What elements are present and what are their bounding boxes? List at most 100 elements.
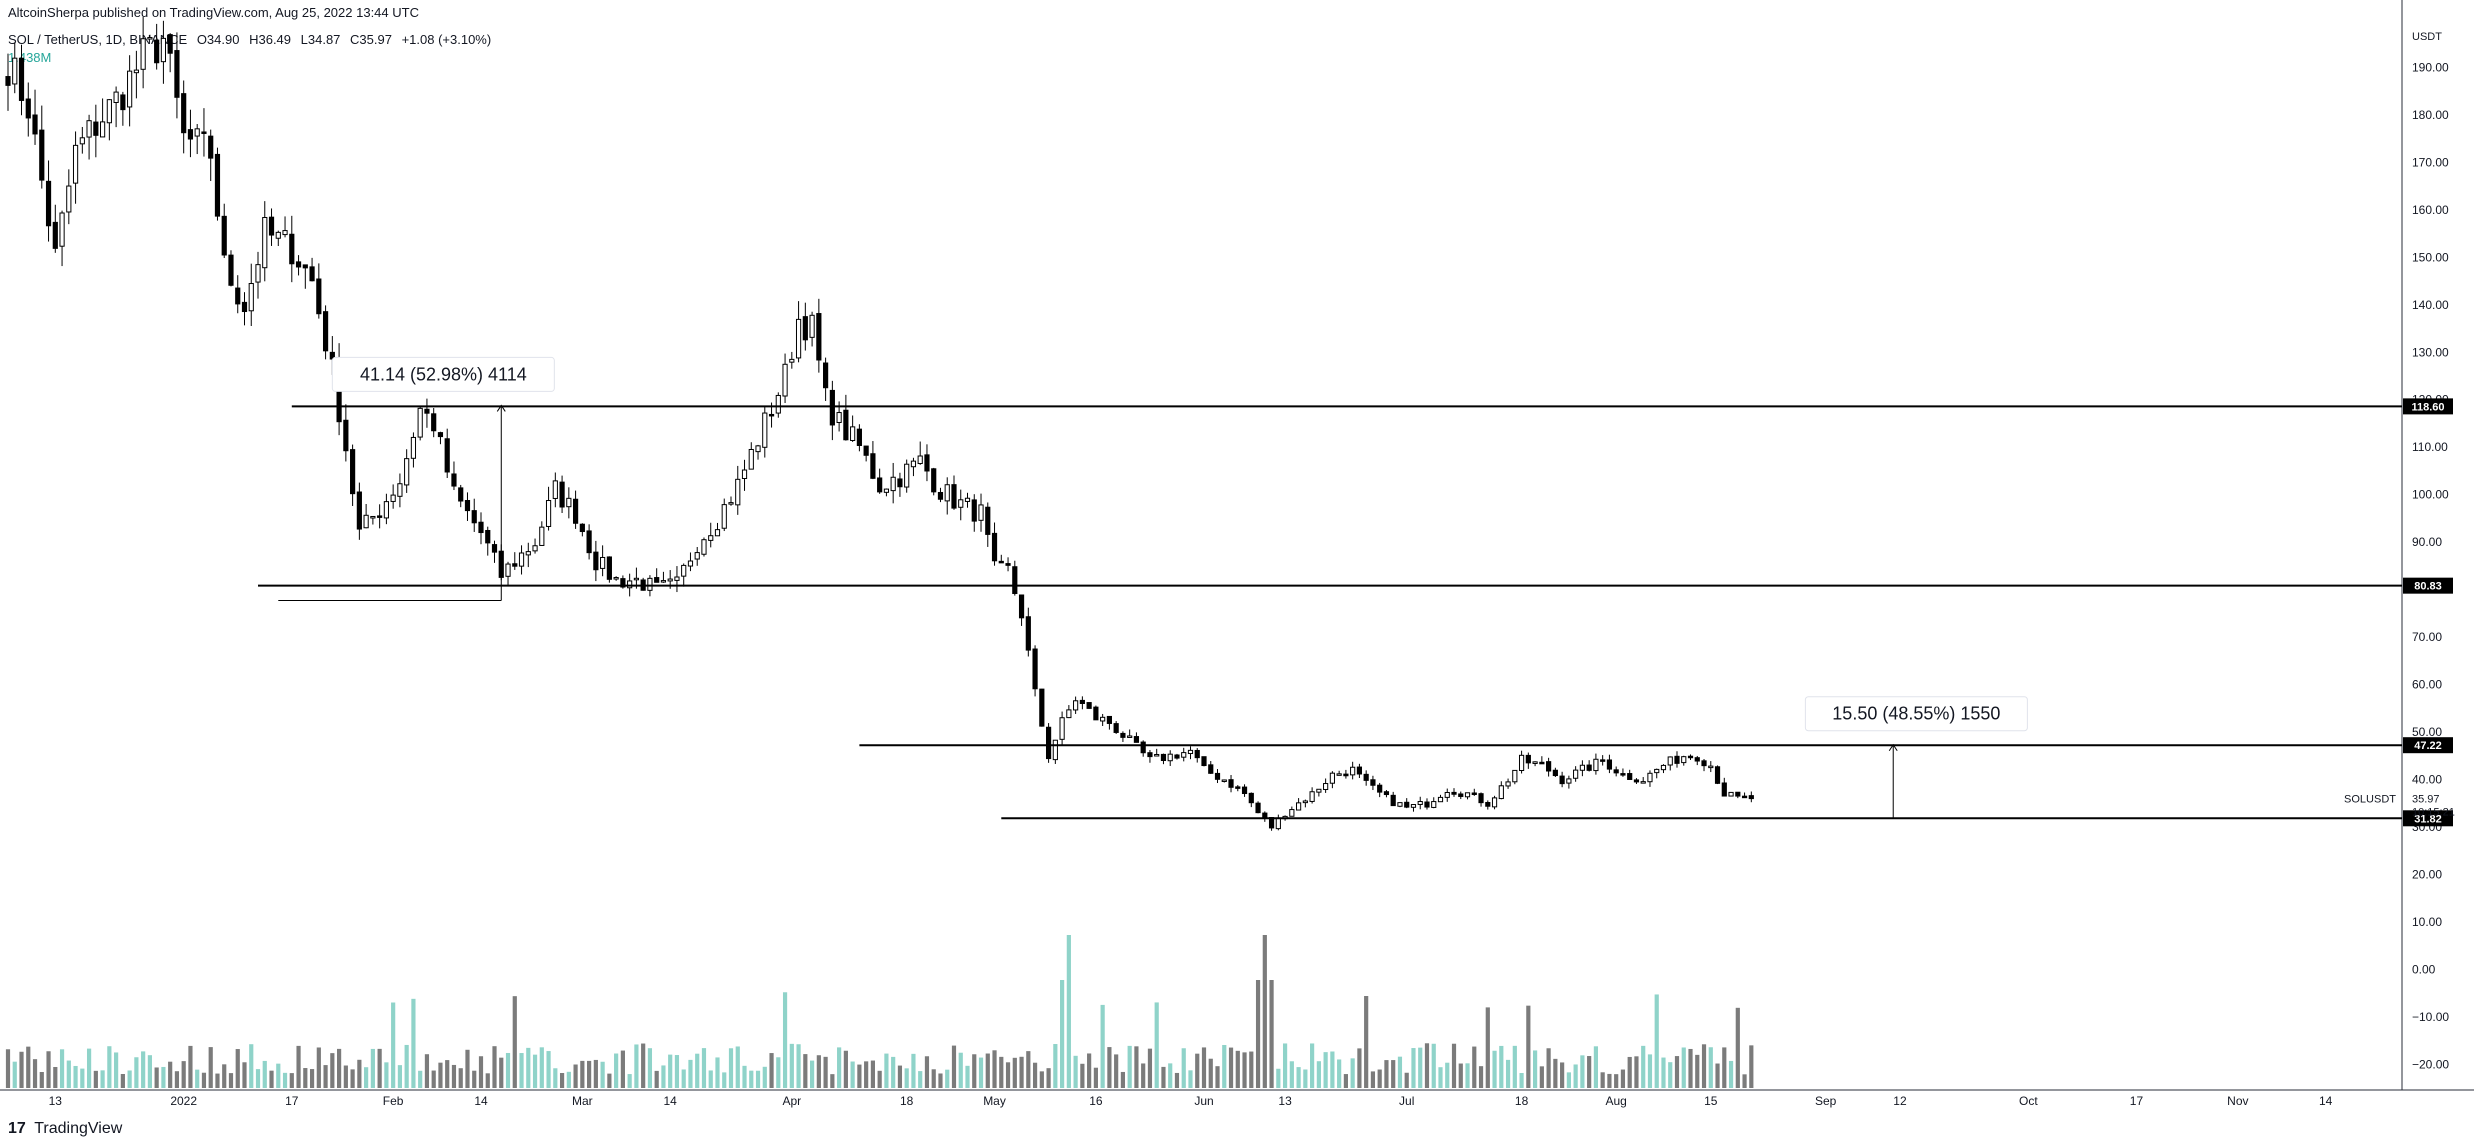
volume-bar [161,1066,166,1088]
volume-bar [201,1072,207,1088]
candle-body [1187,749,1194,755]
candle-body [512,563,518,567]
volume-bar [1465,1063,1470,1088]
volume-bar [289,1073,294,1088]
volume-bar [1620,1069,1626,1088]
volume-bar [215,1073,220,1088]
price-tick-label: 140.00 [2412,298,2449,312]
candle-body [1512,769,1518,783]
volume-bar [769,1053,774,1088]
price-tick-label: 20.00 [2412,867,2442,881]
candle-body [1532,761,1538,764]
volume-bar [282,1072,288,1088]
volume-bar [641,1043,646,1088]
candle-body [1309,791,1315,802]
volume-bar [742,1065,747,1088]
price-tick-label: 10.00 [2412,915,2442,929]
volume-bar [877,1070,882,1088]
candle-body [1633,779,1640,783]
volume-bar [918,1071,923,1088]
candle-body [606,556,612,580]
volume-bar [938,1073,943,1088]
candle-body [836,412,842,423]
candle-body [714,529,721,537]
volume-bar [1350,1058,1355,1088]
volume-bar [1539,1066,1544,1088]
volume-bar [1141,1063,1146,1088]
tradingview-logo[interactable]: 17 TradingView [8,1120,122,1138]
candle-body [491,544,498,553]
candle-body [1045,726,1052,760]
volume-bar [782,992,788,1088]
volume-bar [776,1057,781,1088]
volume-bar [228,1073,234,1088]
volume-bar [809,1060,815,1088]
volume-bar [478,1056,484,1088]
volume-bar [1255,980,1261,1088]
volume-bar [1418,1047,1423,1088]
volume-bar [1627,1056,1632,1088]
candle-body [985,506,991,535]
volume-bar [1005,1062,1011,1088]
candle-body [1221,779,1227,782]
volume-bar [1188,1070,1193,1088]
candle-body [194,128,200,137]
volume-bar [1674,1056,1680,1088]
low-value: L34.87 [300,32,341,47]
candle-body [127,70,133,108]
volume-bar [1647,1054,1653,1088]
volume-bar [1641,1045,1646,1088]
candle-body [1052,739,1058,761]
volume-bar [728,1048,734,1088]
price-axis-unit: USDT [2412,31,2442,43]
candle-body [1437,796,1444,803]
candle-body [1390,794,1396,807]
candle-body [255,264,261,283]
price-tick-label: 100.00 [2412,488,2449,502]
volume-bar [674,1055,680,1088]
volume-bar [1364,996,1369,1088]
candle-body [660,580,667,583]
candle-body [1674,755,1680,764]
volume-bar [1411,1048,1416,1088]
candle-body [721,504,727,529]
candle-body [1687,755,1694,759]
candle-body [613,577,619,580]
candle-body [1728,791,1734,797]
candle-body [79,137,85,145]
volume-bar [519,1053,524,1088]
volume-bar [762,1066,767,1088]
candle-body [728,502,734,505]
candle-body [350,449,356,495]
candle-body [1559,775,1565,785]
candle-body [322,311,329,352]
candle-body [931,468,937,493]
candle-body [458,487,464,502]
candle-body [1444,791,1450,798]
volume-bar [364,1067,369,1088]
candle-body [1039,688,1045,727]
candle-body [1167,753,1173,762]
volume-bar [1735,1007,1740,1088]
candle-body [1424,801,1430,808]
candle-body [1302,800,1308,804]
volume-legend: 1.438M [8,50,52,65]
candle-body [343,419,349,452]
volume-bar [1546,1048,1551,1088]
volume-bar [235,1049,240,1088]
volume-bar [539,1047,544,1088]
volume-bar [1168,1063,1173,1088]
volume-bar [438,1062,443,1088]
volume-bar [1262,935,1267,1088]
candle-body [572,498,579,524]
candle-body [1498,785,1504,800]
candle-body [417,407,423,438]
volume-bar [1073,1055,1078,1088]
candle-body [897,478,903,488]
volume-bar [1337,1059,1342,1088]
volume-bar [701,1048,707,1088]
candle-body [1485,802,1491,807]
level-badge [2403,577,2453,594]
candle-body [363,514,369,529]
